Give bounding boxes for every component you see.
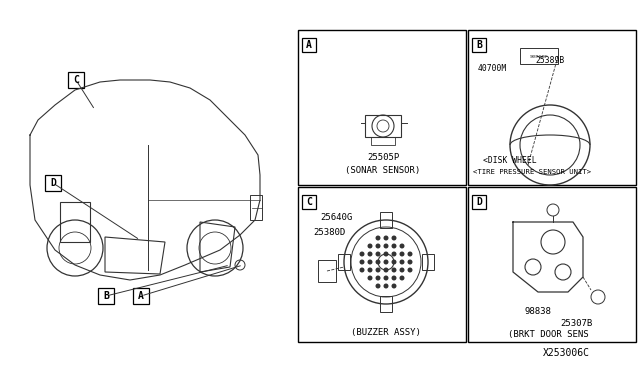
- Circle shape: [392, 251, 397, 257]
- Circle shape: [376, 244, 381, 248]
- Text: A: A: [306, 40, 312, 50]
- Text: 40700M: 40700M: [478, 64, 508, 73]
- Bar: [338, 254, 350, 270]
- Circle shape: [383, 267, 388, 273]
- Circle shape: [360, 267, 365, 273]
- Text: 25389B: 25389B: [536, 55, 564, 64]
- Circle shape: [392, 260, 397, 264]
- Circle shape: [392, 283, 397, 289]
- Circle shape: [383, 260, 388, 264]
- FancyBboxPatch shape: [68, 72, 84, 88]
- Text: <DISK WHEEL: <DISK WHEEL: [483, 155, 536, 164]
- Circle shape: [367, 276, 372, 280]
- Circle shape: [367, 267, 372, 273]
- Circle shape: [383, 276, 388, 280]
- Circle shape: [399, 267, 404, 273]
- Text: X253006C: X253006C: [543, 348, 590, 358]
- Circle shape: [376, 260, 381, 264]
- Circle shape: [376, 276, 381, 280]
- Text: D: D: [476, 197, 482, 207]
- Circle shape: [399, 251, 404, 257]
- Bar: [250, 195, 262, 220]
- Circle shape: [392, 267, 397, 273]
- Circle shape: [399, 276, 404, 280]
- Circle shape: [360, 251, 365, 257]
- Bar: [520, 48, 558, 64]
- Text: D: D: [50, 178, 56, 188]
- Bar: [468, 187, 636, 342]
- Text: A: A: [138, 291, 144, 301]
- Circle shape: [383, 244, 388, 248]
- FancyBboxPatch shape: [45, 175, 61, 191]
- Bar: [380, 296, 392, 312]
- Circle shape: [399, 244, 404, 248]
- Bar: [318, 260, 336, 282]
- Circle shape: [367, 251, 372, 257]
- Bar: [472, 195, 486, 209]
- Text: B: B: [103, 291, 109, 301]
- Circle shape: [408, 267, 413, 273]
- Circle shape: [392, 244, 397, 248]
- Text: (BUZZER ASSY): (BUZZER ASSY): [351, 327, 421, 337]
- Circle shape: [399, 260, 404, 264]
- Circle shape: [383, 251, 388, 257]
- Circle shape: [367, 244, 372, 248]
- Text: C: C: [306, 197, 312, 207]
- Circle shape: [376, 251, 381, 257]
- FancyBboxPatch shape: [98, 288, 114, 304]
- Circle shape: [392, 235, 397, 241]
- Circle shape: [376, 235, 381, 241]
- Bar: [472, 38, 486, 52]
- Circle shape: [408, 260, 413, 264]
- Bar: [365, 115, 401, 137]
- Text: 25380D: 25380D: [313, 228, 345, 237]
- Circle shape: [392, 276, 397, 280]
- FancyBboxPatch shape: [133, 288, 149, 304]
- Text: (BRKT DOOR SENS: (BRKT DOOR SENS: [508, 330, 588, 340]
- Circle shape: [376, 283, 381, 289]
- Text: 25307B: 25307B: [560, 320, 592, 328]
- Text: C: C: [73, 75, 79, 85]
- Circle shape: [408, 251, 413, 257]
- Circle shape: [376, 267, 381, 273]
- Text: (SONAR SENSOR): (SONAR SENSOR): [346, 166, 420, 174]
- Text: 98838: 98838: [525, 308, 552, 317]
- Bar: [298, 30, 466, 185]
- Text: 25505P: 25505P: [367, 153, 399, 161]
- Circle shape: [383, 235, 388, 241]
- Text: sensor: sensor: [530, 54, 548, 58]
- Text: B: B: [476, 40, 482, 50]
- Circle shape: [367, 260, 372, 264]
- Bar: [380, 212, 392, 228]
- Text: <TIRE PRESSURE SENSOR UNIT>: <TIRE PRESSURE SENSOR UNIT>: [473, 169, 591, 175]
- Bar: [468, 30, 636, 185]
- Bar: [422, 254, 434, 270]
- Circle shape: [383, 283, 388, 289]
- Circle shape: [360, 260, 365, 264]
- Bar: [302, 195, 316, 209]
- Bar: [298, 187, 466, 342]
- Bar: [371, 137, 395, 145]
- Text: 25640G: 25640G: [320, 212, 352, 221]
- Bar: [302, 38, 316, 52]
